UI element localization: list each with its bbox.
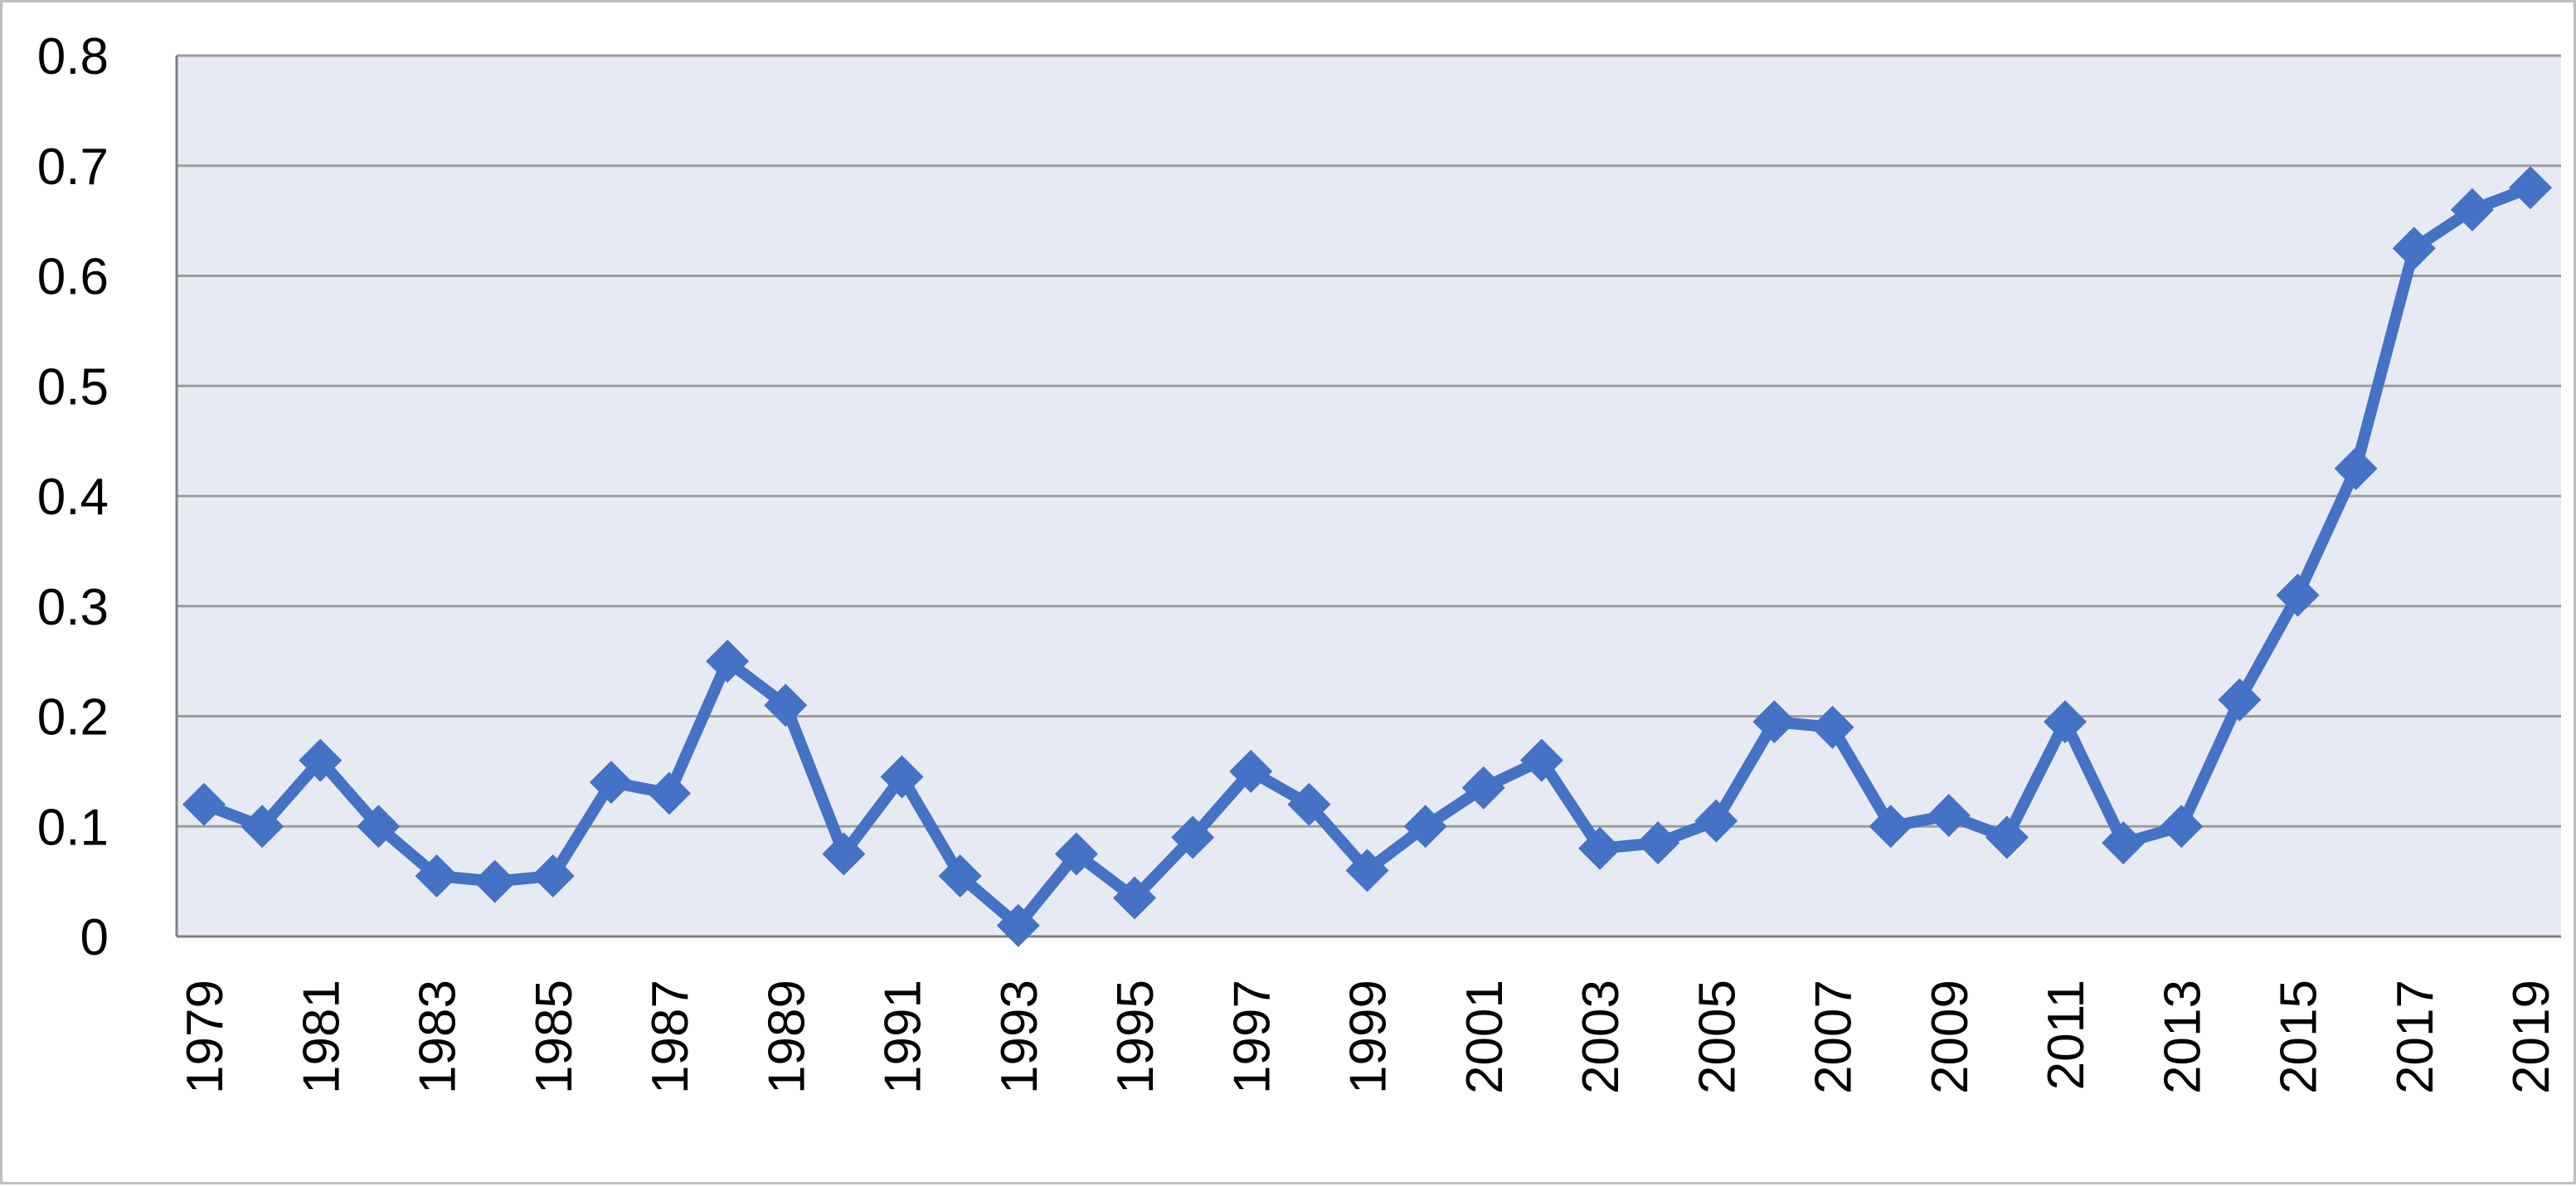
- x-tick-label: 1979: [177, 980, 234, 1094]
- x-tick-label: 2007: [1806, 980, 1863, 1094]
- gridlines: [177, 54, 2561, 828]
- data-point-2004: [1636, 821, 1680, 865]
- data-point-1979: [182, 782, 226, 826]
- x-tick-label: 1993: [991, 980, 1048, 1094]
- y-tick-label: 0.1: [37, 799, 109, 856]
- data-point-1987: [648, 771, 691, 815]
- data-point-2019: [2509, 166, 2552, 210]
- x-tick-label: 1985: [526, 980, 583, 1094]
- data-point-1989: [764, 683, 808, 727]
- x-tick-label: 2013: [2154, 980, 2211, 1094]
- data-point-1992: [938, 854, 982, 898]
- x-tick-label: 2001: [1456, 980, 1514, 1094]
- x-tick-label: 2015: [2271, 980, 2328, 1094]
- data-point-2005: [1694, 799, 1738, 843]
- axes: [175, 56, 2561, 938]
- data-point-2011: [2044, 700, 2087, 744]
- y-tick-label: 0.2: [37, 689, 109, 747]
- data-point-1984: [473, 859, 517, 903]
- data-point-2008: [1869, 805, 1913, 849]
- data-point-2018: [2450, 187, 2494, 231]
- data-point-2016: [2334, 446, 2378, 490]
- y-axis-tick-labels: 0 0.1 0.2 0.3 0.4 0.5 0.6 0.7 0.8: [37, 28, 109, 966]
- data-point-2013: [2160, 805, 2204, 849]
- data-point-2014: [2218, 678, 2262, 722]
- data-point-1983: [415, 854, 459, 898]
- x-tick-label: 1999: [1340, 980, 1397, 1094]
- x-tick-label: 2003: [1572, 980, 1630, 1094]
- x-tick-label: 2009: [1922, 980, 1979, 1094]
- data-point-1997: [1229, 749, 1273, 793]
- y-tick-label: 0: [80, 909, 109, 966]
- data-point-1980: [241, 805, 284, 849]
- y-tick-label: 0.5: [37, 358, 109, 416]
- data-point-2009: [1927, 793, 1971, 837]
- data-point-2012: [2102, 821, 2146, 865]
- x-tick-label: 2017: [2387, 980, 2444, 1094]
- x-tick-label: 1997: [1223, 980, 1281, 1094]
- x-tick-label: 2019: [2503, 980, 2560, 1094]
- x-axis-tick-labels: 1979 1981 1983 1985 1987 1989 1991 1993 1995 1997…: [177, 980, 2560, 1094]
- data-point-2010: [1985, 815, 2029, 859]
- y-tick-label: 0.7: [37, 139, 109, 196]
- x-tick-label: 1991: [875, 980, 932, 1094]
- data-series: [182, 166, 2552, 947]
- data-point-2002: [1519, 738, 1563, 782]
- data-point-1981: [299, 738, 343, 782]
- data-point-1985: [531, 854, 575, 898]
- data-point-1990: [822, 832, 866, 876]
- data-point-1982: [357, 805, 401, 849]
- data-point-2003: [1578, 826, 1621, 870]
- data-point-2015: [2276, 573, 2320, 617]
- data-point-2017: [2392, 226, 2436, 270]
- x-tick-label: 1995: [1107, 980, 1164, 1094]
- y-tick-label: 0.3: [37, 579, 109, 636]
- data-point-1994: [1054, 832, 1098, 876]
- data-point-1998: [1287, 782, 1331, 826]
- data-point-2000: [1403, 805, 1447, 849]
- y-tick-label: 0.8: [37, 28, 109, 85]
- data-point-1999: [1345, 849, 1389, 893]
- data-point-1993: [996, 903, 1040, 947]
- x-tick-label: 2005: [1689, 980, 1746, 1094]
- x-tick-label: 2011: [2038, 980, 2095, 1090]
- data-point-1995: [1113, 876, 1156, 920]
- data-point-1986: [589, 761, 633, 805]
- x-tick-label: 1983: [410, 980, 467, 1094]
- data-point-2007: [1810, 705, 1854, 749]
- y-tick-label: 0.6: [37, 249, 109, 306]
- data-point-1991: [880, 755, 924, 799]
- x-tick-label: 1987: [642, 980, 699, 1094]
- x-tick-label: 1989: [758, 980, 815, 1094]
- y-tick-label: 0.4: [37, 469, 109, 526]
- x-tick-label: 1981: [293, 980, 350, 1094]
- data-point-1996: [1171, 815, 1215, 859]
- data-point-2006: [1752, 700, 1796, 744]
- data-point-1988: [706, 640, 750, 683]
- data-point-2001: [1461, 766, 1505, 810]
